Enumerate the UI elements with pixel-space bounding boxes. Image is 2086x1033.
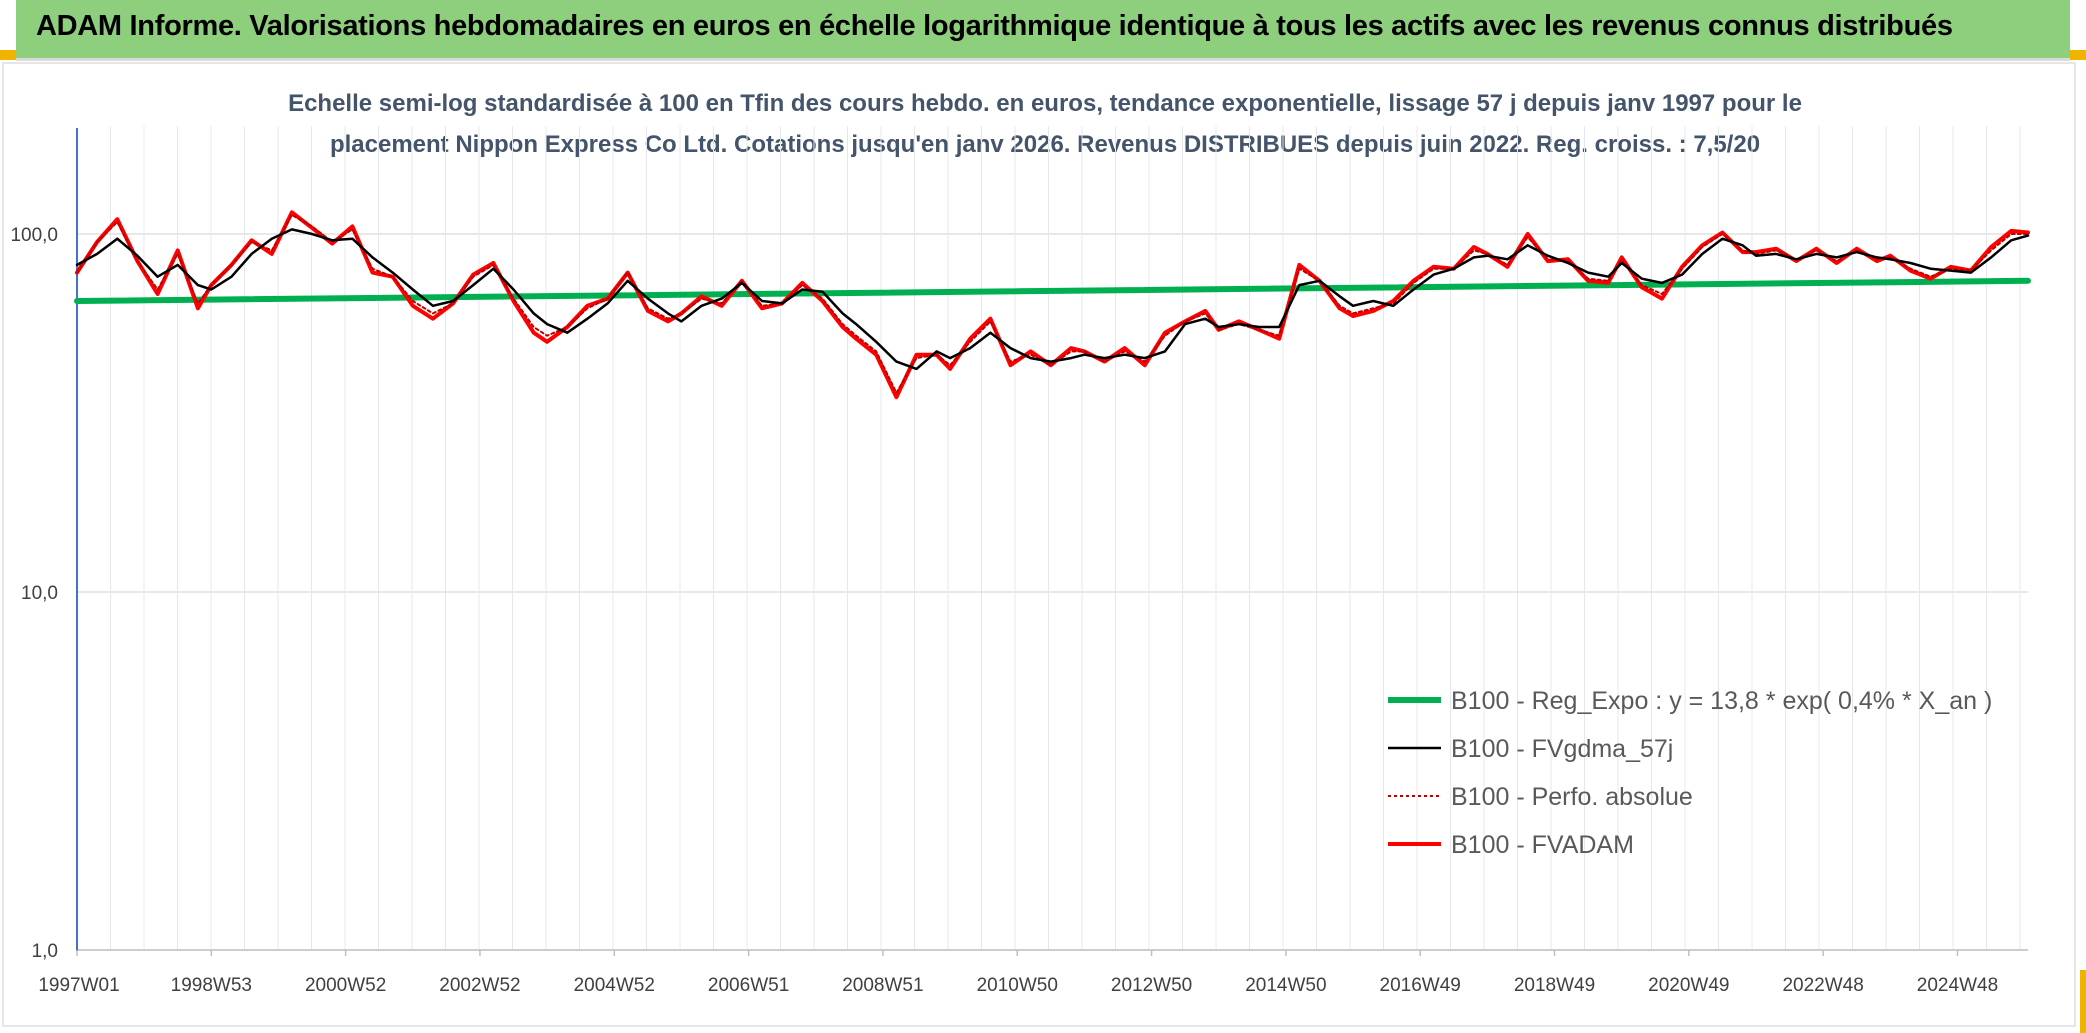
chart-title-line-2: placement Nippon Express Co Ltd. Cotatio… xyxy=(330,131,1760,158)
chart-title-line-1: Echelle semi-log standardisée à 100 en T… xyxy=(288,90,1802,117)
series-line-thick-red xyxy=(75,210,2030,400)
x-tick-label-3: 2002W52 xyxy=(439,975,520,996)
corner-accent-left xyxy=(0,50,16,60)
x-tick-label-7: 2010W50 xyxy=(977,975,1058,996)
report-banner: ADAM Informe. Valorisations hebdomadaire… xyxy=(16,0,2070,61)
x-axis-ticks: 1997W01 1998W53 2000W52 2002W52 2004W52 2006W… xyxy=(38,950,1998,996)
x-tick-label-11: 2018W49 xyxy=(1514,975,1595,996)
chart-frame xyxy=(2,62,2076,1027)
x-tick-label-9: 2014W50 xyxy=(1245,975,1326,996)
report-title: ADAM Informe. Valorisations hebdomadaire… xyxy=(36,10,1953,42)
legend: B100 - Reg_Expo : y = 13,8 * exp( 0,4% *… xyxy=(1388,687,1992,859)
corner-accent-bottom-right xyxy=(2080,970,2086,1033)
series-line-dotted-red xyxy=(76,214,2029,394)
x-tick-label-4: 2004W52 xyxy=(574,975,655,996)
corner-accent-right xyxy=(2070,50,2086,60)
y-tick-label-0: 1,0 xyxy=(32,941,58,962)
x-tick-label-2: 2000W52 xyxy=(305,975,386,996)
legend-label-2: B100 - Perfo. absolue xyxy=(1451,783,1693,811)
legend-label-0: B100 - Reg_Expo : y = 13,8 * exp( 0,4% *… xyxy=(1451,687,1992,715)
x-tick-label-13: 2022W48 xyxy=(1782,975,1863,996)
legend-label-3: B100 - FVADAM xyxy=(1451,831,1634,859)
y-tick-label-2: 100,0 xyxy=(10,225,58,246)
y-tick-label-1: 10,0 xyxy=(21,583,58,604)
grid-lines xyxy=(77,126,2028,951)
x-tick-label-5: 2006W51 xyxy=(708,975,789,996)
x-tick-label-10: 2016W49 xyxy=(1380,975,1461,996)
x-tick-label-14: 2024W48 xyxy=(1917,975,1998,996)
x-tick-label-12: 2020W49 xyxy=(1648,975,1729,996)
legend-label-1: B100 - FVgdma_57j xyxy=(1451,735,1673,763)
series-line-thick-green xyxy=(74,277,2031,304)
x-tick-label-8: 2012W50 xyxy=(1111,975,1192,996)
x-tick-label-0: 1997W01 xyxy=(38,975,119,996)
series-line-thin-black xyxy=(75,228,2030,371)
y-axis-ticks: 1,0 10,0 100,0 xyxy=(10,225,58,962)
x-tick-label-6: 2008W51 xyxy=(842,975,923,996)
x-tick-label-1: 1998W53 xyxy=(171,975,252,996)
series-lines xyxy=(74,210,2031,400)
